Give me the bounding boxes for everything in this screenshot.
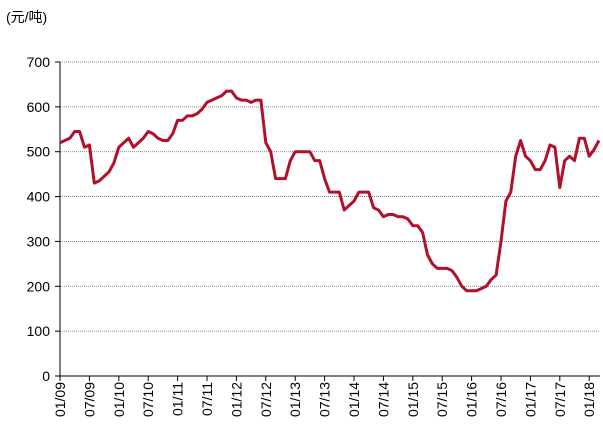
y-tick-label: 700 [27, 54, 51, 70]
x-tick-label: 01/11 [170, 382, 186, 416]
x-tick-label: 07/13 [317, 382, 333, 417]
x-tick-label: 07/12 [258, 382, 274, 417]
x-tick-label: 01/15 [405, 382, 421, 417]
x-tick-label: 07/17 [552, 382, 568, 417]
x-tick-label: 07/15 [434, 382, 450, 417]
x-tick-label: 07/11 [199, 382, 215, 416]
x-tick-label: 07/10 [140, 382, 156, 417]
chart-title: (元/吨) [6, 9, 47, 25]
y-tick-label: 400 [27, 189, 51, 205]
x-tick-label: 01/16 [464, 382, 480, 417]
line [59, 89, 601, 293]
x-tick-label: 01/09 [52, 382, 68, 417]
x-tick-label: 01/12 [228, 382, 244, 417]
x-tick-label: 01/14 [346, 382, 362, 417]
y-tick-label: 600 [27, 99, 51, 115]
y-tick-label: 200 [27, 278, 51, 294]
y-tick-label: 300 [27, 233, 51, 249]
x-tick-label: 01/13 [287, 382, 303, 417]
x-tick-label: 01/18 [581, 382, 597, 417]
y-tick-label: 100 [27, 323, 51, 339]
x-tick-label: 07/14 [375, 382, 391, 417]
x-tick-label: 07/16 [493, 382, 509, 417]
y-tick-label: 500 [27, 144, 51, 160]
x-tick-label: 01/17 [522, 382, 538, 417]
x-tick-label: 07/09 [81, 382, 97, 417]
y-tick-label: 0 [42, 368, 50, 384]
x-tick-label: 01/10 [111, 382, 127, 417]
